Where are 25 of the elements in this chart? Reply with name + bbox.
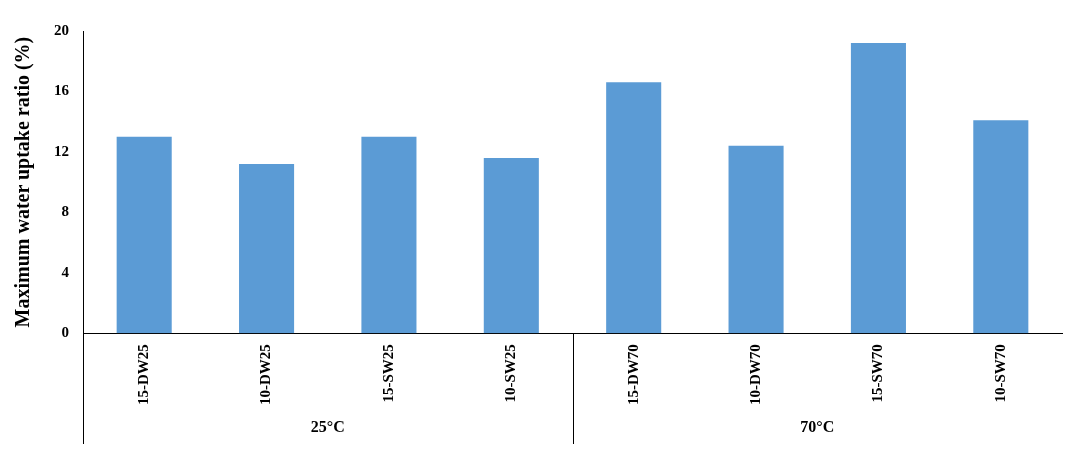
x-tick-label: 15-SW25 [379, 344, 396, 403]
bar [239, 163, 295, 334]
y-tick-label: 0 [61, 324, 69, 341]
bar [850, 43, 906, 334]
bar [606, 82, 662, 334]
x-tick-label: 10-DW70 [746, 344, 763, 405]
x-tick-label: 15-DW25 [135, 344, 152, 405]
y-axis-title: Maximum water uptake ratio (%) [11, 36, 35, 328]
y-tick-label: 4 [61, 263, 70, 280]
bar [361, 136, 417, 334]
y-tick-label: 8 [61, 203, 69, 220]
x-tick-label: 10-SW25 [502, 344, 519, 403]
y-tick-label: 20 [54, 21, 69, 38]
text: 70°C [800, 418, 835, 436]
x-tick-label: 15-SW70 [869, 344, 886, 403]
y-tick-label: 12 [54, 142, 69, 159]
y-tick-label: 16 [54, 82, 70, 99]
text: 25°C [310, 418, 345, 436]
bar [973, 120, 1029, 334]
bar [483, 157, 539, 334]
bar [728, 145, 784, 334]
x-tick-label: 15-DW70 [624, 344, 641, 405]
x-tick-label: 10-SW70 [991, 344, 1008, 403]
bar [116, 136, 172, 334]
x-tick-label: 10-DW25 [257, 344, 274, 405]
